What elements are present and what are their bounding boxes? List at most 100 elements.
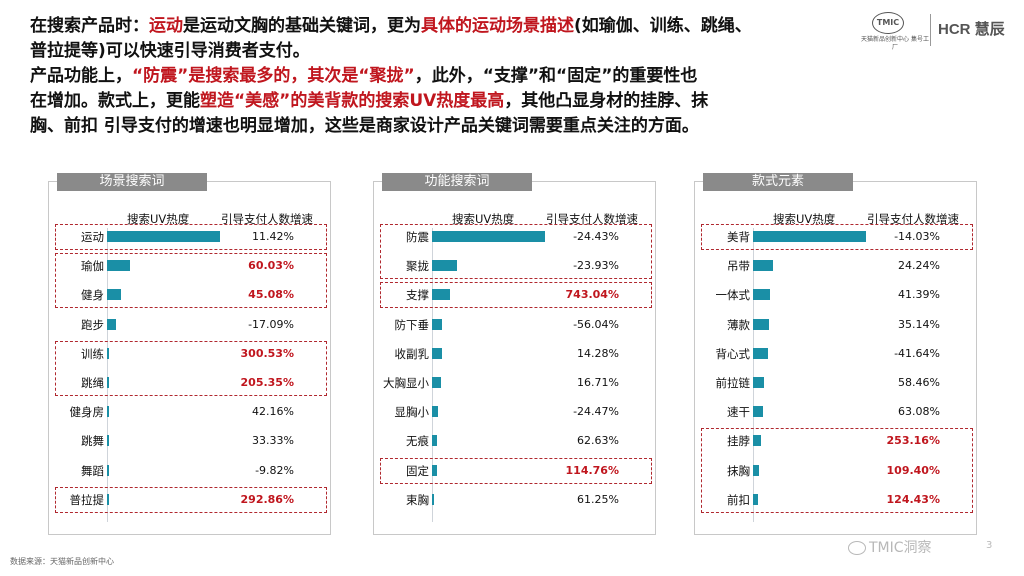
category-label: 训练 xyxy=(81,346,104,361)
intro-text: 在搜索产品时：运动是运动文胸的基础关键词，更为具体的运动场景描述(如瑜伽、训练、… xyxy=(30,14,885,139)
category-label: 固定 xyxy=(406,463,429,478)
column-header-growth: 引导支付人数增速 xyxy=(867,212,959,226)
category-label: 防震 xyxy=(406,230,429,244)
category-label: 挂脖 xyxy=(727,434,750,449)
wechat-icon xyxy=(848,541,866,555)
uv-heat-bar xyxy=(432,377,442,388)
tmic-logo: TMIC xyxy=(872,12,904,34)
uv-heat-bar xyxy=(107,464,109,476)
chart-title: 场景搜索词 xyxy=(57,173,207,191)
growth-value: -24.47% xyxy=(573,405,619,419)
category-label: 防下垂 xyxy=(394,317,430,332)
category-label: 聚拢 xyxy=(406,259,429,274)
category-label: 前拉链 xyxy=(715,376,751,390)
bar-axis xyxy=(432,228,433,522)
category-label: 束胸 xyxy=(406,492,429,507)
intro-line: 胸、前扣 引导支付的增速也明显增加，这些是商家设计产品关键词需要重点关注的方面。 xyxy=(30,114,885,139)
highlight-box xyxy=(55,486,327,513)
uv-heat-bar xyxy=(107,289,121,301)
column-header-growth: 引导支付人数增速 xyxy=(546,212,638,226)
category-label: 普拉提 xyxy=(69,492,105,507)
uv-heat-bar xyxy=(432,289,451,301)
category-label: 一体式 xyxy=(715,288,751,303)
category-label: 显胸小 xyxy=(394,405,430,420)
uv-heat-bar xyxy=(753,231,866,242)
highlight-box xyxy=(380,224,652,280)
intro-highlight: 运动 xyxy=(149,16,183,36)
uv-heat-bar xyxy=(107,493,109,505)
column-header-uv: 搜索UV热度 xyxy=(452,212,515,226)
chart-title: 款式元素 xyxy=(703,173,853,191)
highlight-box xyxy=(55,253,327,309)
uv-heat-bar xyxy=(753,493,758,505)
intro-line: 在增加。款式上，更能塑造“美感”的美背款的搜索UV热度最高，其他凸显身材的挂脖、… xyxy=(30,89,885,114)
growth-value: 300.53% xyxy=(240,346,294,360)
uv-heat-bar xyxy=(432,493,435,505)
highlight-box xyxy=(55,224,327,250)
data-source-note: 数据来源：天猫新品创新中心 xyxy=(10,557,114,566)
intro-segment: 在搜索产品时： xyxy=(30,16,149,36)
category-label: 跳舞 xyxy=(81,434,104,449)
category-label: 薄款 xyxy=(727,317,750,332)
growth-value: -23.93% xyxy=(573,259,619,273)
intro-highlight: “防震”是搜索最多的，其次是“聚拢” xyxy=(132,66,415,86)
intro-segment: ，其他凸显身材的挂脖、抹 xyxy=(504,91,709,111)
intro-segment: 产品功能上， xyxy=(30,66,132,86)
uv-heat-bar xyxy=(432,260,457,272)
chart-panel-style: 款式元素 搜索UV热度 引导支付人数增速 美背 -14.03% 吊带 24.24% 一体式 41… xyxy=(694,173,977,535)
intro-segment: ，此外，“支撑”和“固定”的重要性也 xyxy=(414,66,698,86)
chart-panel-scene: 场景搜索词 搜索UV热度 引导支付人数增速 运动 11.42% 瑜伽 60.03% 健身 45.… xyxy=(48,173,331,535)
intro-segment: 胸、前扣 引导支付的增速也明显增加，这些是商家设计产品关键词需要重点关注的方面。 xyxy=(30,116,699,136)
bar-axis xyxy=(107,228,108,522)
growth-value: -24.43% xyxy=(573,230,619,243)
uv-heat-bar xyxy=(432,435,437,447)
category-label: 支撑 xyxy=(406,288,429,303)
page-number: 3 xyxy=(986,540,993,551)
growth-value: 35.14% xyxy=(898,317,940,331)
brand-logos: TMIC 天猫新品创新中心 集号工厂 HCR 慧辰 xyxy=(861,12,1016,58)
watermark-text: TMIC洞察 xyxy=(869,540,932,556)
logo-divider xyxy=(930,14,931,46)
category-label: 抹胸 xyxy=(727,463,750,478)
category-label: 瑜伽 xyxy=(81,259,104,274)
category-label: 美背 xyxy=(727,230,750,244)
intro-segment: 普拉提等)可以快速引导消费者支付。 xyxy=(30,41,310,61)
uv-heat-bar xyxy=(753,260,774,272)
tmic-logo-caption: 天猫新品创新中心 集号工厂 xyxy=(861,36,929,51)
intro-line: 普拉提等)可以快速引导消费者支付。 xyxy=(30,39,885,64)
growth-value: 61.25% xyxy=(577,492,619,506)
uv-heat-bar xyxy=(753,406,764,418)
uv-heat-bar xyxy=(753,347,768,359)
uv-heat-bar xyxy=(753,464,759,476)
uv-heat-bar xyxy=(753,377,765,388)
uv-heat-bar xyxy=(107,377,109,388)
category-label: 健身 xyxy=(81,288,104,303)
uv-heat-bar xyxy=(432,464,437,476)
uv-heat-bar xyxy=(753,289,770,301)
intro-segment: 在增加。款式上，更能 xyxy=(30,91,200,111)
uv-heat-bar xyxy=(432,231,545,242)
highlight-box xyxy=(380,457,652,484)
watermark: TMIC洞察 xyxy=(848,537,932,557)
growth-value: 62.63% xyxy=(577,434,619,448)
category-label: 跑步 xyxy=(81,317,104,332)
category-label: 无痕 xyxy=(406,434,429,449)
growth-value: 60.03% xyxy=(248,259,294,273)
column-header-growth: 引导支付人数增速 xyxy=(221,212,313,226)
highlight-box xyxy=(55,340,327,396)
growth-value: 16.71% xyxy=(577,376,619,389)
intro-highlight: 具体的运动场景描述 xyxy=(421,16,574,36)
growth-value: -56.04% xyxy=(573,317,619,331)
highlight-box xyxy=(380,282,652,309)
growth-value: 11.42% xyxy=(252,230,294,243)
growth-value: -41.64% xyxy=(894,346,940,360)
growth-value: 253.16% xyxy=(886,434,940,448)
category-label: 吊带 xyxy=(727,259,750,274)
growth-value: 743.04% xyxy=(565,288,619,302)
uv-heat-bar xyxy=(432,318,443,330)
growth-value: 124.43% xyxy=(886,492,940,506)
uv-heat-bar xyxy=(432,347,443,359)
uv-heat-bar xyxy=(107,406,109,418)
column-header-uv: 搜索UV热度 xyxy=(127,212,190,226)
growth-value: 42.16% xyxy=(252,405,294,419)
